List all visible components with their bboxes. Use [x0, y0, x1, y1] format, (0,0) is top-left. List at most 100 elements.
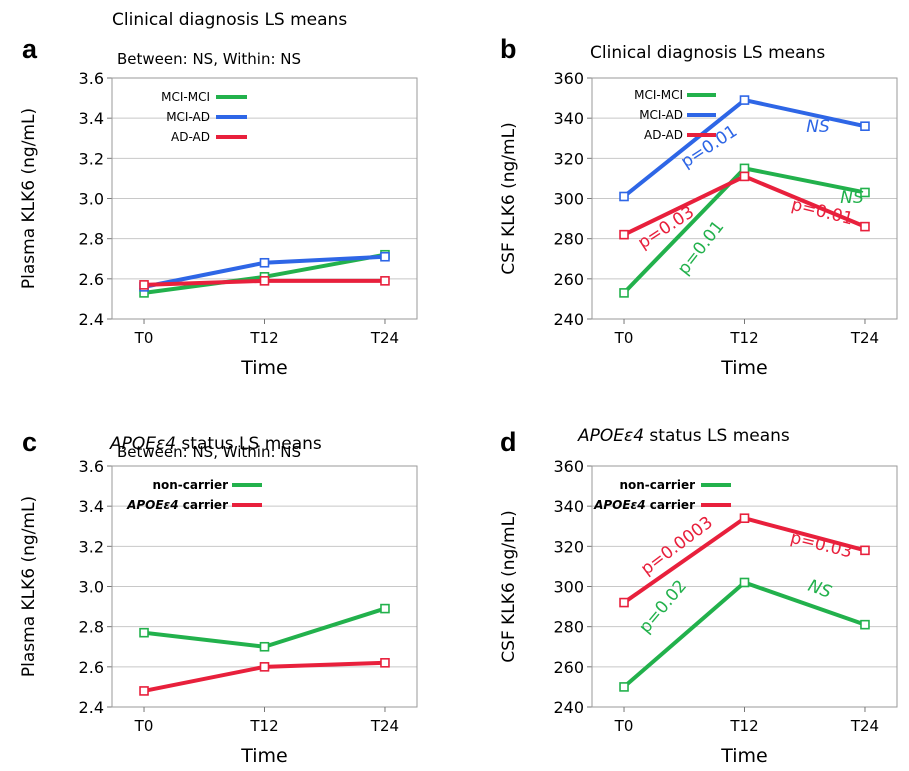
y-axis-label: CSF KLK6 (ng/mL): [499, 122, 519, 274]
y-tick-label: 320: [553, 537, 584, 556]
x-tick-label: T12: [249, 329, 278, 347]
y-tick-label: 3.4: [79, 497, 104, 516]
data-point: [259, 641, 270, 652]
data-point: [860, 221, 870, 232]
legend-label: APOEε4 carrier: [126, 498, 228, 512]
y-tick-label: 260: [553, 658, 584, 677]
data-point: [860, 187, 870, 198]
data-point: [739, 163, 750, 174]
data-point: [860, 545, 870, 556]
annotation-label: p=0.02: [635, 576, 691, 637]
y-tick-label: 280: [553, 618, 584, 637]
x-tick-label: T0: [134, 329, 154, 347]
y-tick-label: 3.2: [79, 149, 104, 168]
legend-label: MCI-AD: [166, 110, 210, 124]
x-tick-label: T0: [614, 329, 634, 347]
legend-label: AD-AD: [171, 130, 210, 144]
data-point: [739, 577, 750, 588]
y-tick-label: 340: [553, 497, 584, 516]
panel-letter: c: [22, 427, 37, 457]
y-tick-label: 2.8: [79, 230, 104, 249]
legend-label: AD-AD: [644, 128, 683, 142]
legend-label-rest: carrier: [646, 498, 695, 512]
data-point: [619, 597, 629, 608]
y-tick-label: 2.4: [79, 310, 104, 329]
data-point: [619, 229, 629, 240]
data-point: [860, 619, 870, 630]
x-axis-label: Time: [720, 357, 768, 379]
y-tick-label: 2.6: [79, 658, 104, 677]
legend-label: MCI-MCI: [634, 88, 683, 102]
x-tick-label: T24: [370, 329, 399, 347]
y-axis-label: CSF KLK6 (ng/mL): [499, 510, 519, 662]
data-point: [619, 288, 629, 298]
legend-label: MCI-AD: [639, 108, 683, 122]
panel-a: a Clinical diagnosis LS means Between: NS,…: [19, 10, 418, 379]
x-tick-label: T12: [729, 329, 758, 347]
data-point: [380, 251, 390, 262]
chart-title-rest: status LS means: [644, 426, 790, 446]
y-tick-label: 2.4: [79, 698, 104, 717]
x-tick-label: T24: [370, 717, 399, 735]
y-tick-label: 3.0: [79, 578, 104, 597]
chart-title: APOEε4 status LS means: [577, 426, 790, 446]
y-tick-label: 340: [553, 109, 584, 128]
y-tick-label: 260: [553, 270, 584, 289]
x-tick-label: T12: [729, 717, 758, 735]
data-point: [619, 682, 629, 692]
data-point: [259, 276, 270, 286]
panel-letter: d: [500, 427, 517, 457]
data-point: [259, 257, 270, 268]
chart-title-italic: APOEε4: [577, 426, 644, 446]
y-tick-label: 360: [553, 69, 584, 88]
data-point: [739, 171, 750, 182]
chart-subtitle: Between: NS, Within: NS: [117, 50, 301, 68]
y-tick-label: 360: [553, 457, 584, 476]
legend-label-italic: APOEε4: [593, 498, 646, 512]
legend-label-rest: carrier: [179, 498, 228, 512]
legend-label: non-carrier: [619, 478, 695, 492]
data-point: [139, 686, 149, 696]
y-tick-label: 300: [553, 190, 584, 209]
series-line: [142, 606, 387, 649]
y-tick-label: 320: [553, 149, 584, 168]
panel-b: b Clinical diagnosis LS means 240 260 280 300…: [499, 34, 898, 379]
y-tick-label: 3.0: [79, 190, 104, 209]
x-tick-label: T24: [850, 717, 879, 735]
data-point: [139, 627, 149, 638]
data-point: [380, 603, 390, 614]
data-point: [739, 95, 750, 105]
x-axis-label: Time: [720, 745, 768, 767]
chart-title-italic: APOEε4: [109, 434, 176, 454]
y-axis-label: Plasma KLK6 (ng/mL): [19, 108, 39, 289]
chart-subtitle: Between: NS, Within: NS: [117, 443, 301, 461]
data-point: [860, 121, 870, 131]
annotation-label: p=0.03: [788, 528, 854, 563]
data-point: [139, 280, 149, 290]
y-tick-label: 240: [553, 310, 584, 329]
x-tick-label: T0: [134, 717, 154, 735]
data-point: [380, 658, 390, 668]
data-point: [380, 276, 390, 286]
y-tick-label: 3.6: [79, 457, 104, 476]
y-tick-label: 3.4: [79, 109, 104, 128]
y-tick-label: 280: [553, 230, 584, 249]
panel-d: d APOEε4 status LS means 240 260 280 300 320 34…: [499, 426, 898, 767]
chart-title: APOEε4 status LS means: [109, 434, 322, 454]
y-tick-label: 240: [553, 698, 584, 717]
chart-title: Clinical diagnosis LS means: [590, 43, 825, 63]
legend-label: APOEε4 carrier: [593, 498, 695, 512]
y-tick-label: 3.6: [79, 69, 104, 88]
x-tick-label: T12: [249, 717, 278, 735]
x-tick-label: T24: [850, 329, 879, 347]
panel-letter: a: [22, 34, 38, 64]
panel-letter: b: [500, 34, 517, 64]
x-axis-label: Time: [240, 745, 288, 767]
legend-label: non-carrier: [152, 478, 228, 492]
chart-title: Clinical diagnosis LS means: [112, 10, 347, 30]
legend-label-italic: APOEε4: [126, 498, 179, 512]
x-tick-label: T0: [614, 717, 634, 735]
data-point: [739, 513, 750, 524]
